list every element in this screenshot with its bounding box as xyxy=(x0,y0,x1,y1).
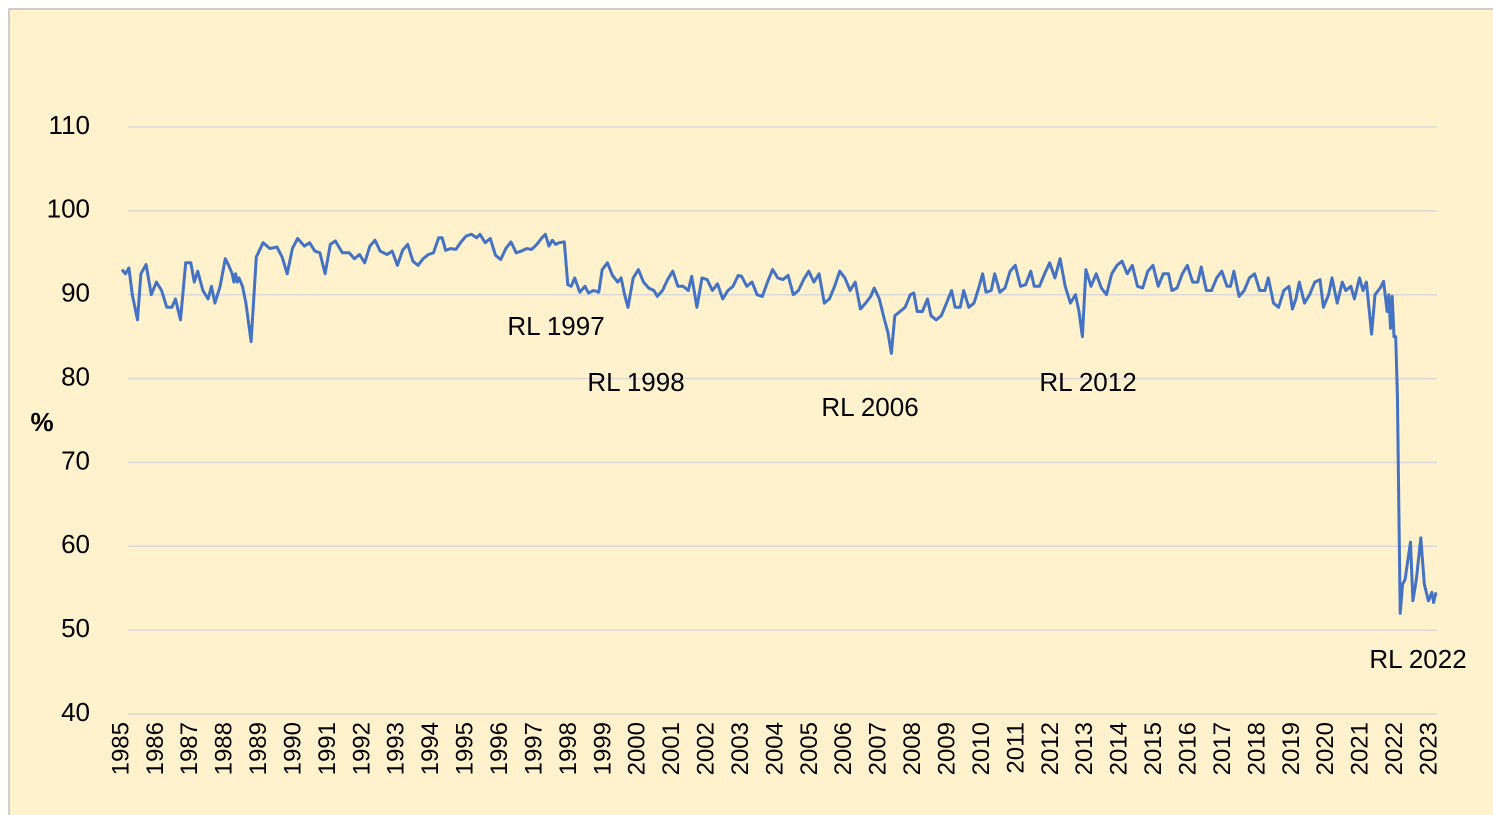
annotation: RL 1997 xyxy=(507,311,604,341)
x-tick-label: 2014 xyxy=(1106,722,1133,775)
x-tick-label: 1990 xyxy=(279,722,306,775)
x-tick-label: 2010 xyxy=(968,722,995,775)
x-tick-label: 2021 xyxy=(1347,722,1374,775)
x-tick-label: 1998 xyxy=(555,722,582,775)
x-tick-label: 2012 xyxy=(1037,722,1064,775)
x-tick-label: 2015 xyxy=(1140,722,1167,775)
x-tick-label: 2013 xyxy=(1071,722,1098,775)
x-tick-label: 1987 xyxy=(176,722,203,775)
x-tick-label: 2008 xyxy=(899,722,926,775)
y-tick-label: 80 xyxy=(61,361,90,391)
annotation: RL 2012 xyxy=(1039,367,1136,397)
x-tick-label: 2003 xyxy=(727,722,754,775)
y-tick-label: 100 xyxy=(47,194,90,224)
x-tick-label: 2007 xyxy=(865,722,892,775)
annotation: RL 1998 xyxy=(587,367,684,397)
x-tick-label: 1988 xyxy=(211,722,238,775)
x-tick-label: 2001 xyxy=(658,722,685,775)
x-tick-label: 2009 xyxy=(934,722,961,775)
x-tick-label: 1985 xyxy=(107,722,134,775)
x-tick-label: 1994 xyxy=(417,722,444,775)
x-tick-label: 1999 xyxy=(589,722,616,775)
x-tick-label: 2005 xyxy=(796,722,823,775)
y-tick-label: 90 xyxy=(61,278,90,308)
y-tick-label: 60 xyxy=(61,529,90,559)
chart-area xyxy=(8,8,1493,815)
x-tick-label: 1997 xyxy=(520,722,547,775)
x-tick-label: 2019 xyxy=(1278,722,1305,775)
x-tick-label: 2011 xyxy=(1002,722,1029,774)
x-tick-label: 2016 xyxy=(1174,722,1201,775)
x-tick-label: 1986 xyxy=(142,722,169,775)
x-tick-label: 2006 xyxy=(830,722,857,775)
data-line xyxy=(120,232,1438,615)
y-tick-label: 110 xyxy=(49,110,90,140)
x-tick-label: 2023 xyxy=(1415,722,1442,775)
x-tick-label: 2022 xyxy=(1381,722,1408,775)
y-axis-label: % xyxy=(30,407,53,437)
x-tick-label: 1991 xyxy=(314,722,341,775)
annotation: RL 2006 xyxy=(821,392,918,422)
y-tick-label: 70 xyxy=(61,445,90,475)
y-tick-label: 50 xyxy=(61,613,90,643)
x-tick-label: 1995 xyxy=(452,722,479,775)
x-tick-label: 2002 xyxy=(693,722,720,775)
x-tick-label: 1993 xyxy=(383,722,410,775)
x-tick-label: 2018 xyxy=(1243,722,1270,775)
x-tick-label: 2000 xyxy=(624,722,651,775)
x-tick-label: 2017 xyxy=(1209,722,1236,775)
x-tick-label: 2004 xyxy=(761,722,788,775)
y-tick-label: 40 xyxy=(61,697,90,727)
x-tick-label: 2020 xyxy=(1312,722,1339,775)
x-tick-label: 1989 xyxy=(245,722,272,775)
annotation: RL 2022 xyxy=(1369,644,1466,674)
x-tick-label: 1996 xyxy=(486,722,513,775)
x-tick-label: 1992 xyxy=(348,722,375,775)
